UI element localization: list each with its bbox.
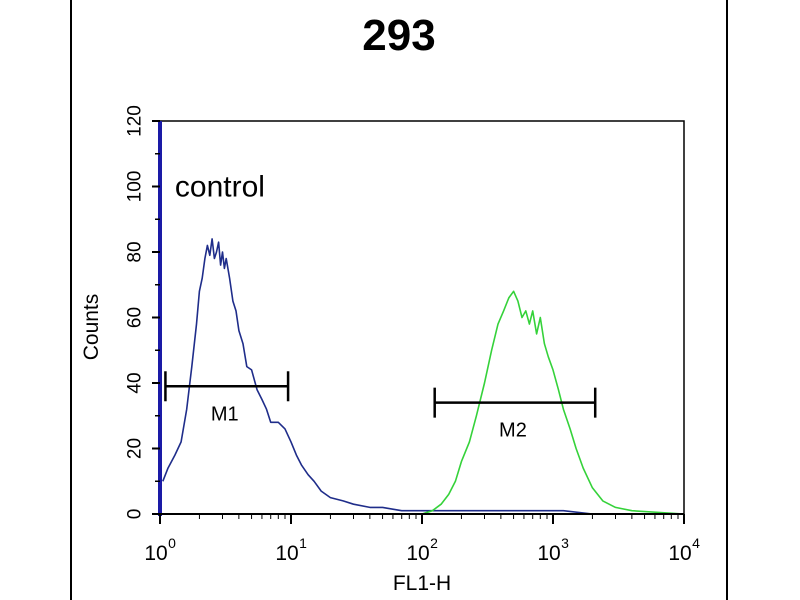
series-line-1 (162, 238, 684, 515)
y-tick-label: 0 (125, 509, 146, 520)
x-tick-label: 10 (144, 542, 167, 565)
x-tick-label: 10 (668, 542, 691, 565)
frame-right-border (726, 0, 728, 600)
x-tick-exponent: 4 (692, 535, 700, 551)
y-tick-label: 20 (125, 438, 146, 459)
gates-group: M1 M2 (164, 371, 597, 442)
x-tick-label: 10 (275, 542, 298, 565)
x-tick-label: 10 (537, 542, 560, 565)
x-tick-label: 10 (406, 542, 429, 565)
y-axis-label: Counts (80, 294, 103, 361)
chart-title: 293 (362, 11, 435, 60)
series-line-2 (160, 290, 685, 515)
annotation-text: control (175, 170, 265, 203)
frame-left-border (70, 0, 72, 600)
gate-label: M2 (499, 420, 527, 442)
x-tick-exponent: 0 (168, 535, 176, 551)
series-group (160, 238, 685, 515)
y-tick-label: 100 (125, 171, 146, 203)
y-tick-label: 60 (125, 307, 146, 328)
y-ticks-group: 0 20 40 60 80 100 120 (125, 105, 160, 519)
x-tick-exponent: 2 (430, 535, 438, 551)
y-tick-label: 40 (125, 372, 146, 393)
gate-label: M1 (211, 403, 239, 425)
x-tick-exponent: 3 (561, 535, 569, 551)
annotations-group: control (175, 170, 265, 203)
x-axis-label: FL1-H (393, 572, 451, 595)
y-tick-label: 80 (125, 241, 146, 262)
x-ticks-group: 10 0 10 1 10 2 10 3 10 4 (144, 514, 700, 565)
x-tick-exponent: 1 (299, 535, 307, 551)
y-tick-label: 120 (125, 105, 146, 137)
